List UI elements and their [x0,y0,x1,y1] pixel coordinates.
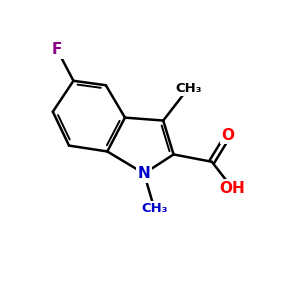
Text: OH: OH [220,181,245,196]
Text: CH₃: CH₃ [141,202,168,215]
Text: N: N [138,166,151,181]
Text: CH₃: CH₃ [175,82,202,95]
Text: F: F [52,42,62,57]
Text: O: O [221,128,235,143]
